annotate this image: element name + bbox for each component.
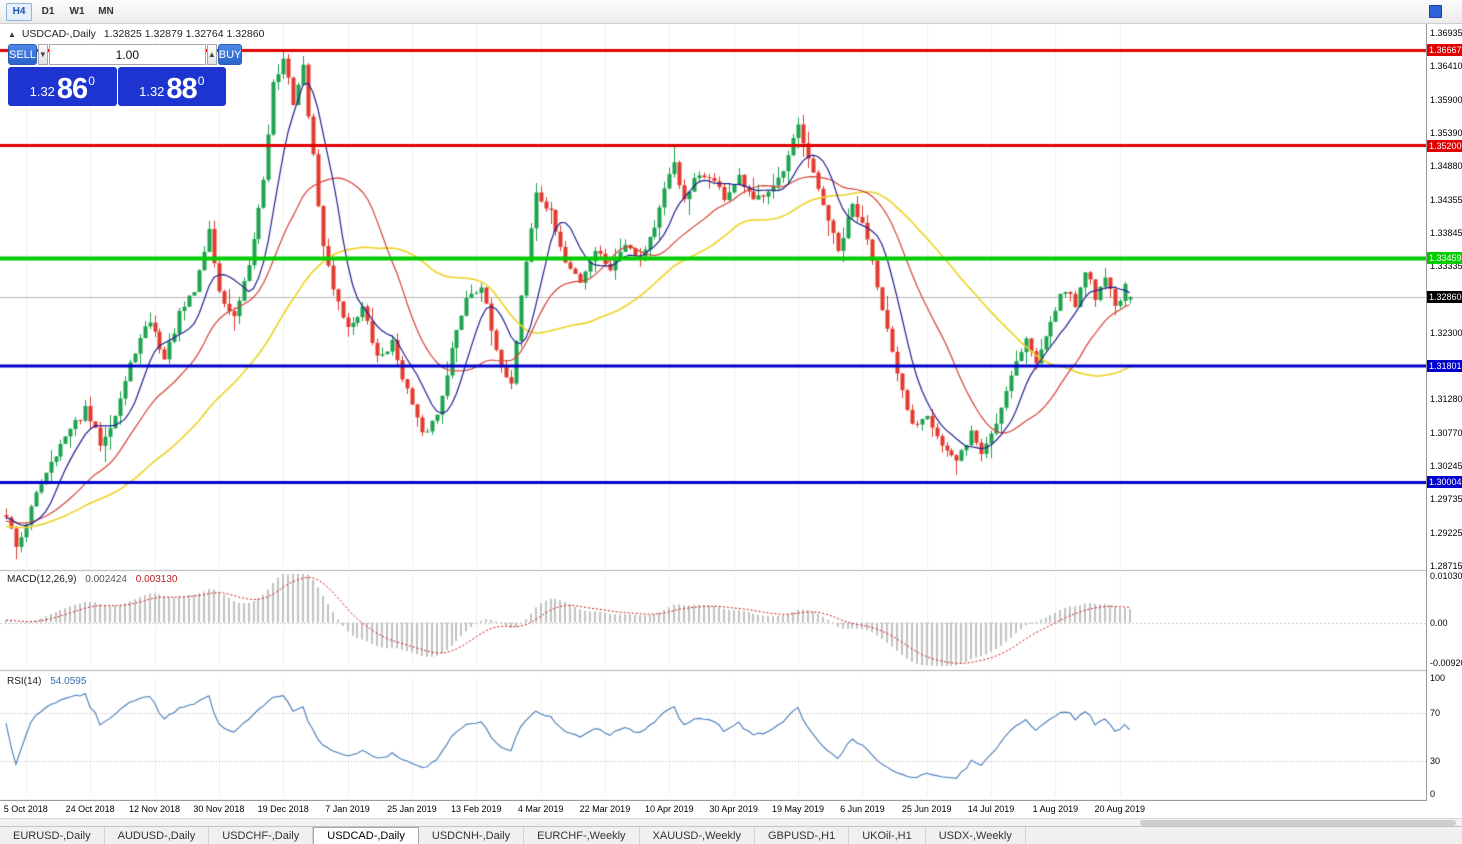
tab-eurchf-weekly[interactable]: EURCHF-,Weekly <box>524 827 640 844</box>
price-axis-label: 1.30245 <box>1430 461 1462 472</box>
chart-symbol-icon: ▲ <box>8 30 16 39</box>
volume-increase-button[interactable]: ▲ <box>206 44 217 65</box>
macd-signal-value: 0.003130 <box>135 574 178 585</box>
hline-price-badge: 1.36667 <box>1427 44 1462 57</box>
tab-xauusd-weekly[interactable]: XAUUSD-,Weekly <box>640 827 755 844</box>
price-axis-label: 1.28715 <box>1430 561 1462 571</box>
timeframe-buttons: H4 D1 W1 MN <box>6 2 119 21</box>
macd-axis-label: 0.010301 <box>1430 571 1462 581</box>
volume-input[interactable] <box>48 44 206 65</box>
price-axis[interactable]: 1.36935 1.36410 1.35900 1.35390 1.34880 1.343… <box>1426 24 1462 801</box>
price-axis-label: 1.36935 <box>1430 28 1462 38</box>
date-axis-label: 19 Dec 2018 <box>257 804 309 814</box>
sell-button[interactable]: SELL <box>8 44 37 65</box>
rsi-axis-label: 30 <box>1430 755 1441 766</box>
hline-price-badge: 1.35200 <box>1427 139 1462 152</box>
price-axis-label: 1.35900 <box>1430 94 1462 105</box>
macd-value: 0.002424 <box>85 574 127 585</box>
chart-window-icon[interactable] <box>1429 5 1442 18</box>
date-axis-label: 30 Apr 2019 <box>709 804 758 814</box>
price-axis-label: 1.33845 <box>1430 227 1462 238</box>
ask-price-fraction: 0 <box>197 74 205 88</box>
tab-audusd-daily[interactable]: AUDUSD-,Daily <box>105 827 210 844</box>
timeframe-toolbar: H4 D1 W1 MN <box>0 0 1462 24</box>
date-axis-label: 19 May 2019 <box>771 804 825 814</box>
price-axis-label: 1.32300 <box>1430 327 1462 338</box>
tab-usdx-weekly[interactable]: USDX-,Weekly <box>926 827 1026 844</box>
date-axis-label: 12 Nov 2018 <box>128 804 181 814</box>
macd-axis-label: -0.009203 <box>1430 658 1462 668</box>
date-axis-label: 1 Aug 2019 <box>1032 804 1079 814</box>
ask-price[interactable]: 1.32 88 0 <box>117 67 226 106</box>
ask-price-big-digits: 88 <box>166 73 197 105</box>
rsi-axis-label: 100 <box>1430 673 1446 683</box>
chart-symbol-label: USDCAD-,Daily <box>21 28 96 40</box>
hline-price-badge: 1.31801 <box>1427 359 1462 372</box>
date-axis-label: 5 Oct 2018 <box>3 804 48 814</box>
hline-price-badge: 1.33459 <box>1427 252 1462 265</box>
date-axis[interactable]: 5 Oct 2018 24 Oct 2018 12 Nov 2018 30 Nov 2… <box>0 801 1426 818</box>
date-axis-label: 13 Feb 2019 <box>450 804 502 814</box>
date-axis-label: 6 Jun 2019 <box>840 804 885 814</box>
chart-ohlc-values: 1.32825 1.32879 1.32764 1.32860 <box>103 28 265 40</box>
date-axis-label: 24 Oct 2018 <box>65 804 115 814</box>
price-chart-canvas[interactable] <box>0 24 1462 801</box>
date-axis-label: 10 Apr 2019 <box>645 804 694 814</box>
date-axis-label: 25 Jun 2019 <box>901 804 952 814</box>
macd-indicator-label: MACD(12,26,9) 0.002424 0.003130 <box>7 574 177 585</box>
chart-tabs: EURUSD-,Daily AUDUSD-,Daily USDCHF-,Daily U… <box>0 826 1462 844</box>
rsi-value: 54.0595 <box>50 676 87 687</box>
date-axis-label: 30 Nov 2018 <box>193 804 245 814</box>
date-axis-label: 25 Jan 2019 <box>387 804 437 814</box>
price-axis-label: 1.30770 <box>1430 427 1462 438</box>
tab-usdcnh-daily[interactable]: USDCNH-,Daily <box>419 827 525 844</box>
buy-button[interactable]: BUY <box>217 44 243 65</box>
price-axis-label: 1.33335 <box>1430 261 1462 272</box>
ask-price-prefix: 1.32 <box>139 84 165 99</box>
tab-usdcad-daily[interactable]: USDCAD-,Daily <box>313 827 419 844</box>
bid-price[interactable]: 1.32 86 0 <box>8 67 117 106</box>
tab-gbpusd-h1[interactable]: GBPUSD-,H1 <box>755 827 850 844</box>
price-axis-label: 1.29225 <box>1430 527 1462 538</box>
date-axis-label: 7 Jan 2019 <box>325 804 370 814</box>
bid-price-big-digits: 86 <box>56 73 88 105</box>
rsi-indicator-label: RSI(14) 54.0595 <box>7 676 86 687</box>
timeframe-button-w1[interactable]: W1 <box>69 6 85 17</box>
price-axis-label: 1.35390 <box>1430 127 1462 138</box>
one-click-trading-panel: SELL ▼ ▲ BUY 1.32 86 0 1.32 88 0 <box>8 44 243 106</box>
date-axis-label: 4 Mar 2019 <box>517 804 564 814</box>
rsi-axis-label: 0 <box>1430 789 1436 799</box>
timeframe-button-mn[interactable]: MN <box>98 6 114 17</box>
price-axis-label: 1.34355 <box>1430 194 1462 205</box>
scrollbar-thumb[interactable] <box>1140 820 1456 826</box>
price-axis-label: 1.34880 <box>1430 161 1462 172</box>
price-axis-label: 1.36410 <box>1430 61 1462 72</box>
price-axis-label: 1.29735 <box>1430 494 1462 505</box>
macd-name: MACD(12,26,9) <box>7 574 77 585</box>
rsi-axis-label: 70 <box>1430 708 1441 719</box>
bid-price-prefix: 1.32 <box>29 84 55 99</box>
date-axis-label: 20 Aug 2019 <box>1094 804 1146 814</box>
tab-usdchf-daily[interactable]: USDCHF-,Daily <box>209 827 314 844</box>
tab-ukoil-h1[interactable]: UKOil-,H1 <box>849 827 926 844</box>
date-axis-label: 22 Mar 2019 <box>579 804 631 814</box>
bid-price-fraction: 0 <box>88 74 95 88</box>
chevron-down-icon: ▼ <box>38 50 47 59</box>
timeframe-button-d1[interactable]: D1 <box>41 6 55 17</box>
tab-eurusd-daily[interactable]: EURUSD-,Daily <box>0 827 105 844</box>
current-price-badge: 1.32860 <box>1427 291 1462 304</box>
hline-price-badge: 1.30004 <box>1427 476 1462 489</box>
chevron-up-icon: ▲ <box>207 50 216 59</box>
price-axis-label: 1.31280 <box>1430 394 1462 405</box>
rsi-name: RSI(14) <box>7 676 42 687</box>
chart-title: ▲ USDCAD-,Daily 1.32825 1.32879 1.32764 … <box>8 28 264 40</box>
timeframe-button-h4[interactable]: H4 <box>6 2 32 21</box>
date-axis-label: 14 Jul 2019 <box>967 804 1015 814</box>
horizontal-scrollbar[interactable] <box>0 818 1462 826</box>
volume-decrease-button[interactable]: ▼ <box>37 44 48 65</box>
macd-axis-label: 0.00 <box>1430 617 1448 628</box>
